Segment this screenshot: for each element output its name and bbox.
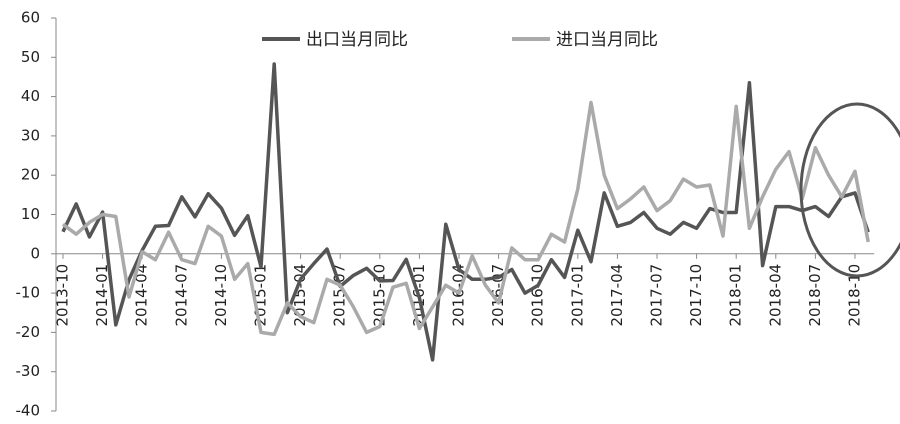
x-tick-label: 2018-07: [806, 264, 824, 327]
x-tick-label: 2017-01: [568, 264, 586, 327]
y-tick-label: -20: [16, 323, 41, 341]
y-tick-label: 40: [21, 87, 40, 105]
x-tick-label: 2018-10: [846, 264, 864, 327]
y-tick-label: -10: [16, 284, 41, 302]
plot: -40 -30 -20 -10 0 10 20 30 40 50 60 2013-10 2014-01 2…: [16, 9, 875, 420]
x-tick-label: 2017-10: [687, 264, 705, 327]
y-tick-label: 30: [21, 126, 40, 144]
legend-label: 进口当月同比: [556, 30, 658, 50]
y-tick-label: 10: [21, 205, 40, 223]
x-tick-label: 2014-04: [133, 264, 151, 327]
x-tick-label: 2014-07: [172, 264, 190, 327]
series-line: [61, 100, 870, 337]
y-tick-label: 0: [30, 244, 40, 262]
y-tick-label: 60: [21, 9, 40, 27]
x-tick-label: 2013-10: [54, 264, 72, 327]
x-tick-label: 2018-01: [727, 264, 745, 327]
x-tick-label: 2018-04: [766, 264, 784, 327]
y-tick-label: 20: [21, 166, 40, 184]
y-tick-label: -30: [16, 362, 41, 380]
highlight-ellipse: [799, 102, 900, 278]
y-tick-label: 50: [21, 48, 40, 66]
legend-label: 出口当月同比: [306, 30, 408, 50]
x-tick-label: 2017-07: [648, 264, 666, 327]
y-tick-label: -40: [16, 402, 41, 420]
x-tick-label: 2017-04: [608, 264, 626, 327]
x-tick-label: 2015-07: [331, 264, 349, 327]
x-tick-label: 2014-01: [93, 264, 111, 327]
x-tick-label: 2014-10: [212, 264, 230, 327]
